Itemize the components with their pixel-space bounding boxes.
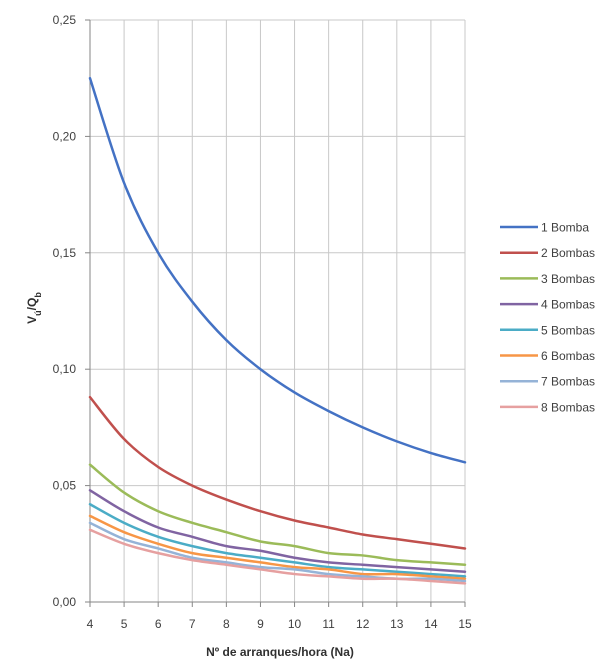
x-tick-label: 12 xyxy=(356,617,370,631)
x-tick-label: 14 xyxy=(424,617,438,631)
y-axis-title: Vú/Qb xyxy=(25,292,43,324)
x-tick-label: 8 xyxy=(223,617,230,631)
legend-label-2: 2 Bombas xyxy=(541,246,595,260)
series-line-3 xyxy=(88,463,467,567)
y-axis-title-main: V xyxy=(25,316,39,324)
plot-series xyxy=(88,76,467,585)
y-tick-label: 0,15 xyxy=(53,246,77,260)
x-tick-label: 10 xyxy=(288,617,302,631)
legend-label-3: 3 Bombas xyxy=(541,272,595,286)
y-axis-title-sub1: ú xyxy=(33,310,43,316)
y-axis-title-mid: /Q xyxy=(25,298,39,311)
y-tick-label: 0,05 xyxy=(53,479,77,493)
legend-label-6: 6 Bombas xyxy=(541,349,595,363)
x-tick-label: 11 xyxy=(322,617,335,631)
y-tick-label: 0,25 xyxy=(53,13,77,27)
x-tick-label: 4 xyxy=(87,617,94,631)
legend-label-4: 4 Bombas xyxy=(541,298,595,312)
y-tick-label: 0,20 xyxy=(53,129,77,143)
x-axis-title: Nº de arranques/hora (Na) xyxy=(206,645,354,659)
legend-label-1: 1 Bomba xyxy=(541,221,589,235)
tick-labels: 4 5 6 7 8 9 10 11 12 13 14 15 0,00 0,05 0,10 0,15 0,20 0,… xyxy=(53,13,472,631)
legend-label-7: 7 Bombas xyxy=(541,375,595,389)
x-tick-label: 6 xyxy=(155,617,162,631)
series-line-6 xyxy=(88,514,467,580)
x-tick-label: 5 xyxy=(121,617,128,631)
series-line-2 xyxy=(88,395,467,550)
x-tick-label: 9 xyxy=(257,617,264,631)
x-tick-label: 15 xyxy=(458,617,472,631)
axes xyxy=(85,19,466,607)
series-line-4 xyxy=(88,489,467,573)
series-line-8 xyxy=(88,528,467,585)
x-tick-label: 7 xyxy=(189,617,196,631)
grid xyxy=(89,19,466,603)
x-tick-label: 13 xyxy=(390,617,404,631)
y-tick-label: 0,10 xyxy=(53,362,77,376)
y-tick-label: 0,00 xyxy=(53,595,77,609)
legend: 1 Bomba 2 Bombas 3 Bombas 4 Bombas 5 Bombas 6… xyxy=(500,221,595,414)
series-line-5 xyxy=(88,502,467,578)
y-axis-title-sub2: b xyxy=(33,292,43,298)
series-line-1 xyxy=(88,76,467,464)
legend-label-5: 5 Bombas xyxy=(541,323,595,337)
legend-label-8: 8 Bombas xyxy=(541,400,595,414)
